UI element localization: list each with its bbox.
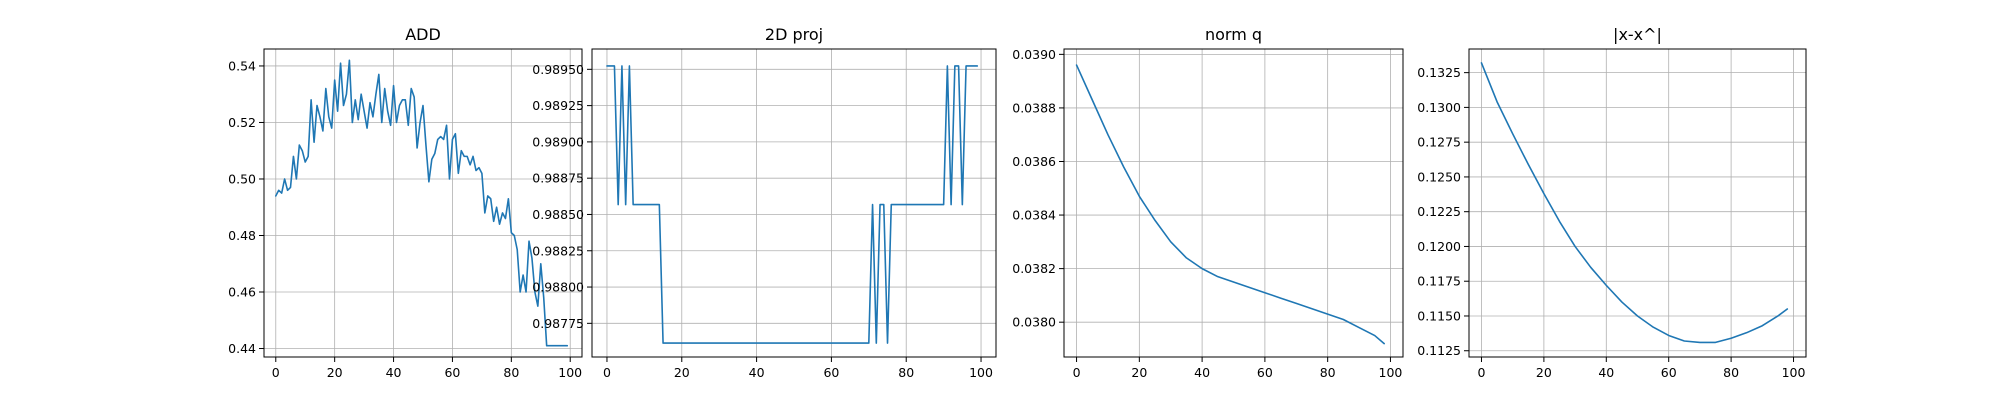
y-tick-label: 0.1125 — [1417, 343, 1461, 358]
y-tick-label: 0.98925 — [532, 98, 584, 113]
x-tick-label: 80 — [1723, 365, 1739, 380]
y-tick-label: 0.1275 — [1417, 135, 1461, 150]
x-tick-label: 100 — [969, 365, 993, 380]
x-tick-label: 60 — [1661, 365, 1677, 380]
x-tick-label: 40 — [749, 365, 765, 380]
series-line — [1075, 64, 1385, 345]
y-tick-label: 0.0386 — [1012, 154, 1056, 169]
y-tick-label: 0.98800 — [532, 280, 584, 295]
plot-frame — [591, 48, 997, 358]
plot-frame — [1468, 48, 1807, 358]
x-tick-label: 100 — [558, 365, 582, 380]
plot-frame — [1063, 48, 1404, 358]
chart-title: ADD — [405, 25, 441, 44]
x-tick-label: 80 — [898, 365, 914, 380]
x-tick-label: 60 — [444, 365, 460, 380]
chart-title: norm q — [1205, 25, 1262, 44]
x-tick-label: 0 — [1073, 365, 1081, 380]
y-tick-label: 0.1225 — [1417, 204, 1461, 219]
x-tick-label: 20 — [674, 365, 690, 380]
x-tick-label: 0 — [272, 365, 280, 380]
x-tick-label: 40 — [386, 365, 402, 380]
y-tick-label: 0.0390 — [1012, 47, 1056, 62]
y-tick-label: 0.48 — [228, 228, 256, 243]
x-tick-label: 0 — [603, 365, 611, 380]
series-line — [1480, 62, 1789, 344]
subplot-4: 0 20 40 60 80 100 0.1125 0.1150 0.1175 0.1200 0.12… — [1417, 25, 1807, 380]
chart-title: |x-x^| — [1613, 25, 1662, 44]
chart-title: 2D proj — [765, 25, 823, 44]
y-tick-label: 0.0382 — [1012, 261, 1056, 276]
y-tick-label: 0.98775 — [532, 316, 584, 331]
subplot-3: 0 20 40 60 80 100 0.0380 0.0382 0.0384 0.0386 0.03… — [1012, 25, 1404, 380]
y-tick-label: 0.0380 — [1012, 315, 1056, 330]
plot-frame — [263, 48, 583, 358]
y-tick-label: 0.98900 — [532, 134, 584, 149]
x-tick-label: 100 — [1379, 365, 1403, 380]
y-tick-label: 0.1200 — [1417, 239, 1461, 254]
x-tick-label: 40 — [1194, 365, 1210, 380]
y-tick-label: 0.1175 — [1417, 274, 1461, 289]
x-tick-label: 20 — [327, 365, 343, 380]
y-tick-label: 0.98850 — [532, 207, 584, 222]
y-tick-label: 0.98875 — [532, 171, 584, 186]
y-tick-label: 0.1250 — [1417, 169, 1461, 184]
y-tick-label: 0.98950 — [532, 62, 584, 77]
x-tick-label: 0 — [1478, 365, 1486, 380]
x-tick-label: 20 — [1536, 365, 1552, 380]
x-tick-label: 100 — [1782, 365, 1806, 380]
x-tick-label: 40 — [1598, 365, 1614, 380]
subplot-2: 0 20 40 60 80 100 0.98775 0.98800 0.98825 0.98850… — [532, 25, 997, 380]
y-tick-label: 0.1300 — [1417, 100, 1461, 115]
y-tick-label: 0.1150 — [1417, 308, 1461, 323]
y-tick-label: 0.98825 — [532, 243, 584, 258]
y-tick-label: 0.1325 — [1417, 65, 1461, 80]
y-tick-label: 0.46 — [228, 285, 256, 300]
y-tick-label: 0.54 — [228, 58, 256, 73]
series-line — [606, 65, 979, 344]
y-tick-label: 0.0388 — [1012, 100, 1056, 115]
series-line — [274, 59, 569, 347]
x-tick-label: 60 — [1257, 365, 1273, 380]
x-tick-label: 20 — [1131, 365, 1147, 380]
y-tick-label: 0.50 — [228, 171, 256, 186]
y-tick-label: 0.0384 — [1012, 208, 1056, 223]
y-tick-label: 0.44 — [228, 341, 256, 356]
x-tick-label: 80 — [1320, 365, 1336, 380]
x-tick-label: 80 — [503, 365, 519, 380]
x-tick-label: 60 — [823, 365, 839, 380]
y-tick-label: 0.52 — [228, 115, 256, 130]
subplot-1: 0 20 40 60 80 100 0.44 0.46 0.48 0.50 0.52 0.54 ADD — [228, 25, 583, 380]
